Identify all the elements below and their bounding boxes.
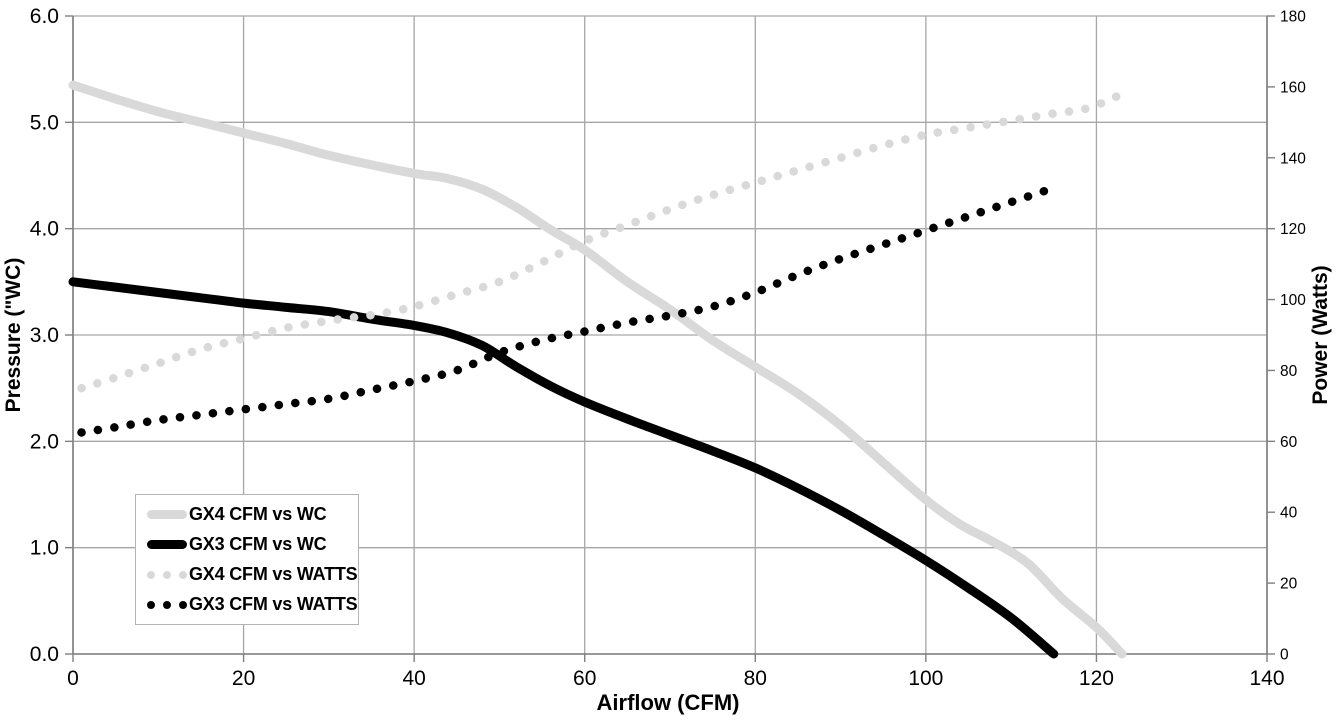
legend-dot-icon [147, 570, 155, 579]
x-tick-labels: 0 20 40 60 80 100 120 140 [67, 667, 1284, 690]
x-tick-label: 140 [1249, 667, 1284, 690]
y-right-tick-label: 40 [1280, 505, 1298, 522]
legend-swatch-solid-line-icon [147, 540, 187, 549]
series-curve-gx4-cfm-vs-wc [68, 80, 1127, 659]
y-left-tick-label: 6.0 [30, 5, 59, 28]
series-curve-gx3-cfm-vs-wc [68, 277, 1059, 659]
legend-dot-icon [179, 570, 187, 579]
legend-label: GX3 CFM vs WATTS [189, 594, 358, 614]
y-left-tick-label: 1.0 [30, 537, 59, 560]
legend-dot-icon [147, 600, 155, 609]
y-right-tick-labels: 180 160 140 120 100 80 60 40 20 0 [1280, 9, 1306, 664]
legend-swatch-solid-line-icon [147, 510, 187, 519]
y-left-tick-labels: 6.0 5.0 4.0 3.0 2.0 1.0 0.0 [30, 5, 59, 666]
legend: GX4 CFM vs WC GX3 CFM vs WC GX4 CFM vs WAT… [135, 494, 359, 625]
legend-dot-icon [179, 600, 187, 609]
y-right-tick-label: 20 [1280, 576, 1298, 593]
y-right-tick-label: 0 [1280, 647, 1289, 664]
legend-dot-icon [163, 600, 171, 609]
y-right-tick-label: 140 [1280, 150, 1306, 167]
x-tick-label: 120 [1079, 667, 1114, 690]
legend-label: GX3 CFM vs WC [189, 534, 327, 554]
legend-swatch-dotted-line-icon [147, 600, 187, 609]
y-axis-title-left: Pressure ("WC) [2, 257, 25, 413]
legend-item-gx4-cfm-vs-watts: GX4 CFM vs WATTS [147, 560, 358, 590]
y-axis-title-right: Power (Watts) [1309, 265, 1332, 405]
y-right-tick-label: 120 [1280, 221, 1306, 238]
x-tick-label: 20 [232, 667, 255, 690]
tick-marks [65, 15, 1275, 662]
x-tick-label: 60 [573, 667, 596, 690]
y-left-tick-label: 2.0 [30, 430, 59, 453]
legend-swatch-dotted-line-icon [147, 570, 187, 579]
y-left-tick-label: 5.0 [30, 111, 59, 134]
x-tick-label: 80 [744, 667, 767, 690]
x-tick-label: 0 [67, 667, 79, 690]
y-right-tick-label: 160 [1280, 79, 1306, 96]
legend-label: GX4 CFM vs WC [189, 504, 327, 524]
legend-item-gx4-cfm-vs-wc: GX4 CFM vs WC [147, 500, 358, 530]
y-right-tick-label: 100 [1280, 292, 1306, 309]
series-curve-gx3-cfm-vs-watts [77, 183, 1059, 437]
y-left-tick-label: 3.0 [30, 324, 59, 347]
series-curve-gx4-cfm-vs-watts [77, 89, 1127, 393]
x-tick-label: 100 [908, 667, 943, 690]
series [68, 80, 1127, 659]
y-right-tick-label: 180 [1280, 9, 1306, 26]
y-right-tick-label: 80 [1280, 363, 1298, 380]
y-left-tick-label: 0.0 [30, 643, 59, 666]
legend-line-icon [147, 540, 187, 549]
legend-item-gx3-cfm-vs-wc: GX3 CFM vs WC [147, 530, 358, 560]
legend-dot-icon [163, 570, 171, 579]
y-left-tick-label: 4.0 [30, 218, 59, 241]
legend-line-icon [147, 510, 187, 519]
x-tick-label: 40 [402, 667, 425, 690]
y-right-tick-label: 60 [1280, 434, 1298, 451]
x-axis-title: Airflow (CFM) [596, 690, 740, 715]
legend-label: GX4 CFM vs WATTS [189, 564, 358, 584]
legend-item-gx3-cfm-vs-watts: GX3 CFM vs WATTS [147, 590, 358, 620]
